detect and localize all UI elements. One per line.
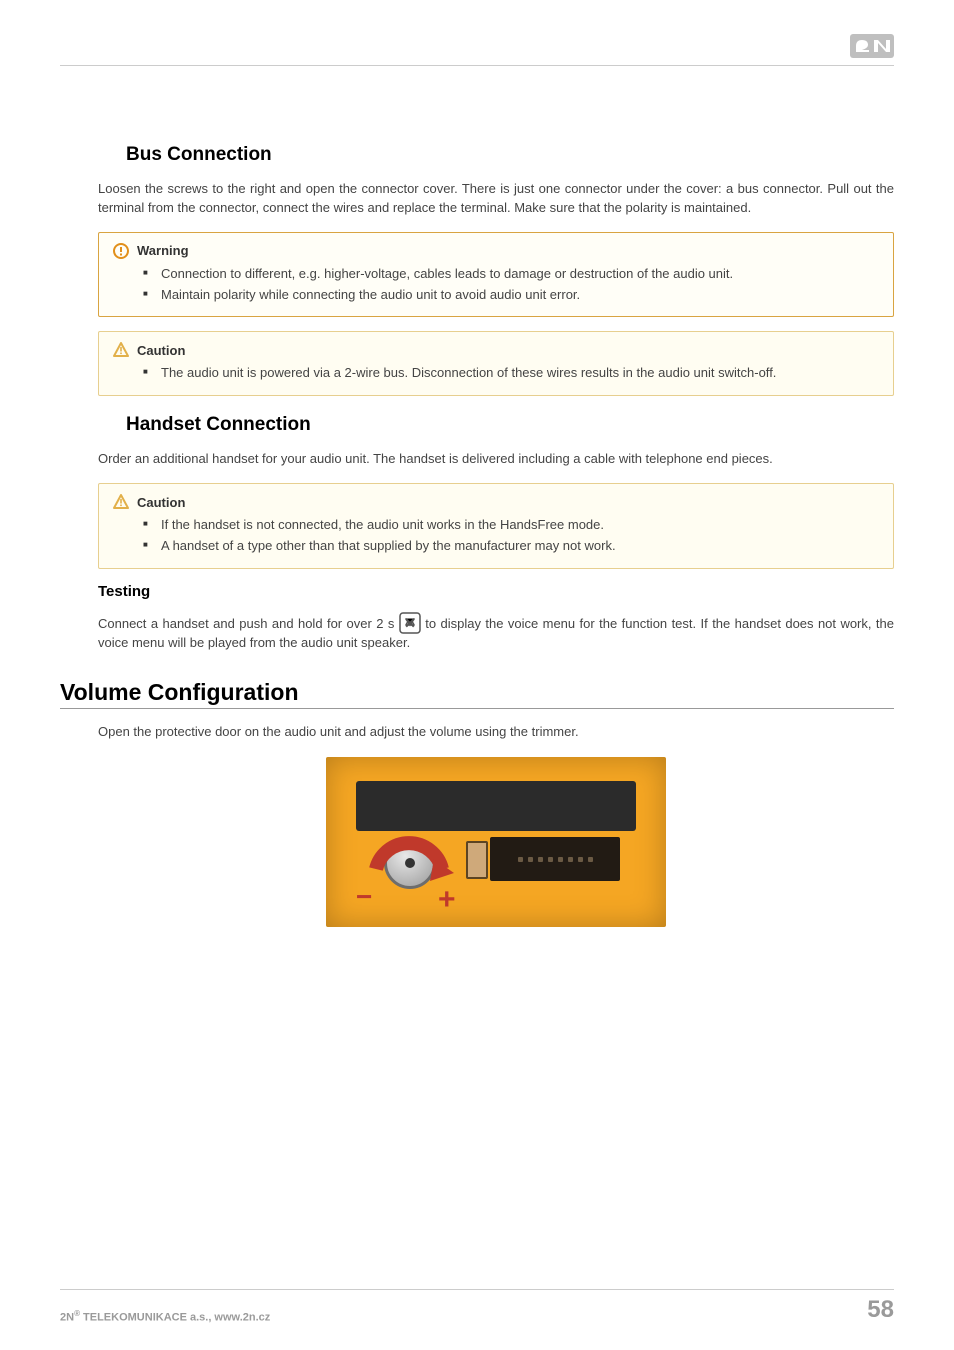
heading-volume-configuration: Volume Configuration [60, 679, 894, 709]
figure-volume-trimmer: − + [98, 757, 894, 927]
cancel-button-icon: ✕ [399, 612, 421, 634]
trimmer-image: − + [326, 757, 666, 927]
para-bus-connection: Loosen the screws to the right and open … [98, 180, 894, 218]
footer-company-pre: 2N [60, 1312, 74, 1324]
page-number: 58 [867, 1296, 894, 1324]
heading-testing: Testing [98, 583, 894, 600]
para-volume-configuration: Open the protective door on the audio un… [98, 723, 894, 742]
callout-caution-2: Caution If the handset is not connected,… [98, 483, 894, 569]
callout-warning-list: Connection to different, e.g. higher-vol… [113, 265, 879, 305]
trimmer-connector-block [490, 837, 620, 881]
caution-icon [113, 342, 129, 358]
minus-label: − [356, 881, 372, 913]
callout-warning-title: Warning [137, 243, 189, 258]
header-bar [60, 30, 894, 66]
list-item: Maintain polarity while connecting the a… [161, 286, 879, 305]
caution-icon [113, 494, 129, 510]
para-handset-connection: Order an additional handset for your aud… [98, 450, 894, 469]
callout-caution-1-list: The audio unit is powered via a 2-wire b… [113, 364, 879, 383]
callout-caution-2-list: If the handset is not connected, the aud… [113, 516, 879, 556]
warning-icon [113, 243, 129, 259]
callout-caution-1: Caution The audio unit is powered via a … [98, 331, 894, 396]
para-testing-before: Connect a handset and push and hold for … [98, 616, 399, 631]
list-item: Connection to different, e.g. higher-vol… [161, 265, 879, 284]
list-item: The audio unit is powered via a 2-wire b… [161, 364, 879, 383]
footer-company: 2N® TELEKOMUNIKACE a.s., www.2n.cz [60, 1309, 270, 1324]
callout-caution-2-title: Caution [137, 495, 185, 510]
footer-company-post: TELEKOMUNIKACE a.s., www.2n.cz [80, 1312, 270, 1324]
heading-bus-connection: Bus Connection [126, 144, 894, 166]
list-item: If the handset is not connected, the aud… [161, 516, 879, 535]
logo-2n-icon [850, 34, 894, 58]
page-footer: 2N® TELEKOMUNIKACE a.s., www.2n.cz 58 [60, 1289, 894, 1324]
callout-caution-1-title: Caution [137, 343, 185, 358]
heading-handset-connection: Handset Connection [126, 414, 894, 436]
list-item: A handset of a type other than that supp… [161, 537, 879, 556]
callout-warning: Warning Connection to different, e.g. hi… [98, 232, 894, 318]
trimmer-mid-block [466, 841, 488, 879]
svg-text:✕: ✕ [404, 615, 416, 631]
para-testing: Connect a handset and push and hold for … [98, 612, 894, 653]
plus-label: + [438, 885, 456, 915]
